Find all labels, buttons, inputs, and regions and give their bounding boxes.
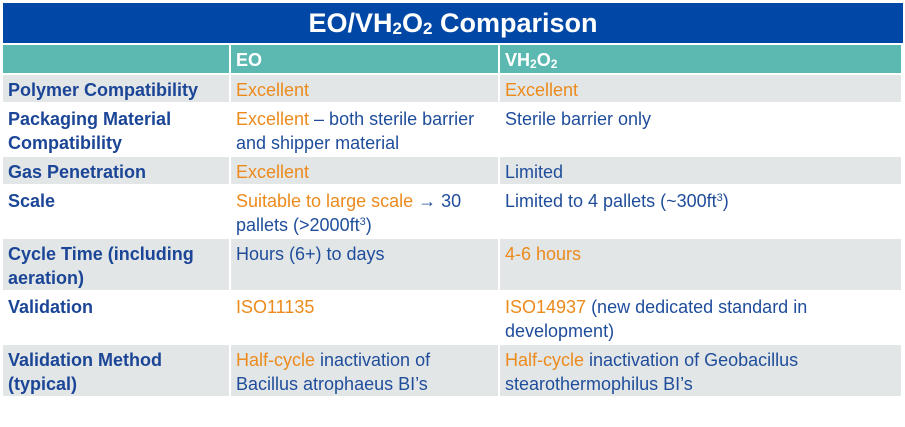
cell-text: (new dedicated standard in development) xyxy=(505,297,808,341)
comparison-table: EO VH2O2 Polymer Compatibility Excellent E… xyxy=(1,43,903,398)
page-title: EO/VH2O2 Comparison xyxy=(3,3,903,43)
cell-text: Excellent xyxy=(236,80,310,100)
table-row: Gas Penetration Excellent Limited xyxy=(3,157,901,184)
superscript: 3 xyxy=(716,192,723,204)
header-empty-cell xyxy=(3,45,229,73)
eo-cell: Excellent xyxy=(231,157,498,184)
row-label: Cycle Time (including aeration) xyxy=(3,239,229,290)
cell-text: Limited to 4 pallets (~300ft xyxy=(505,191,717,211)
vh2o2-cell: Limited to 4 pallets (~300ft3) xyxy=(500,186,901,237)
cell-text: Excellent xyxy=(236,109,310,129)
eo-cell: Hours (6+) to days xyxy=(231,239,498,290)
cell-text: → 30 pallets (>2000ft xyxy=(236,191,462,235)
cell-text: ) xyxy=(722,191,729,211)
cell-text: Hours (6+) to days xyxy=(236,244,385,264)
header-subscript: 2 xyxy=(530,57,537,71)
vh2o2-cell: ISO14937 (new dedicated standard in deve… xyxy=(500,292,901,343)
row-label: Polymer Compatibility xyxy=(3,75,229,102)
row-label: Packaging Material Compatibility xyxy=(3,104,229,155)
vh2o2-cell: 4-6 hours xyxy=(500,239,901,290)
cell-text: ISO14937 xyxy=(505,297,587,317)
title-text: O xyxy=(401,8,423,38)
title-subscript: 2 xyxy=(392,19,402,38)
vh2o2-cell: Excellent xyxy=(500,75,901,102)
cell-text: 4-6 hours xyxy=(505,244,582,264)
table-row: Validation Method (typical) Half-cycle in… xyxy=(3,345,901,396)
cell-text: inactivation of Geobacillus stearothermo… xyxy=(505,350,799,394)
cell-text: ) xyxy=(365,215,372,235)
eo-cell: Excellent – both sterile barrier and shi… xyxy=(231,104,498,155)
title-subscript: 2 xyxy=(423,19,433,38)
header-text: O xyxy=(536,50,551,70)
header-eo: EO xyxy=(231,45,498,73)
header-vh2o2: VH2O2 xyxy=(500,45,901,73)
table-row: Validation ISO11135 ISO14937 (new dedicate… xyxy=(3,292,901,343)
row-label: Validation Method (typical) xyxy=(3,345,229,396)
table-row: Scale Suitable to large scale → 30 pallet… xyxy=(3,186,901,237)
cell-text: ISO11135 xyxy=(236,297,315,317)
eo-cell: Half-cycle inactivation of Bacillus atro… xyxy=(231,345,498,396)
title-text: EO/VH xyxy=(308,8,393,38)
row-label: Scale xyxy=(3,186,229,237)
eo-cell: Excellent xyxy=(231,75,498,102)
cell-text: Half-cycle xyxy=(236,350,316,370)
table-row: Cycle Time (including aeration) Hours (6+… xyxy=(3,239,901,290)
cell-text: inactivation of Bacillus atrophaeus BI’s xyxy=(236,350,431,394)
eo-cell: Suitable to large scale → 30 pallets (>2… xyxy=(231,186,498,237)
row-label: Validation xyxy=(3,292,229,343)
superscript: 3 xyxy=(359,216,366,228)
cell-text: Excellent xyxy=(505,80,579,100)
header-row: EO VH2O2 xyxy=(3,45,901,73)
cell-text: Half-cycle xyxy=(505,350,585,370)
eo-cell: ISO11135 xyxy=(231,292,498,343)
vh2o2-cell: Limited xyxy=(500,157,901,184)
table-row: Packaging Material Compatibility Excellen… xyxy=(3,104,901,155)
header-text: VH xyxy=(505,50,531,70)
vh2o2-cell: Sterile barrier only xyxy=(500,104,901,155)
title-text: Comparison xyxy=(432,8,598,38)
cell-text: – both sterile barrier and shipper mater… xyxy=(236,109,475,153)
table-row: Polymer Compatibility Excellent Excellent xyxy=(3,75,901,102)
cell-text: Excellent xyxy=(236,162,310,182)
vh2o2-cell: Half-cycle inactivation of Geobacillus s… xyxy=(500,345,901,396)
cell-text: Suitable to large scale xyxy=(236,191,414,211)
header-subscript: 2 xyxy=(550,57,558,71)
cell-text: Limited xyxy=(505,162,564,182)
cell-text: Sterile barrier only xyxy=(505,109,652,129)
row-label: Gas Penetration xyxy=(3,157,229,184)
